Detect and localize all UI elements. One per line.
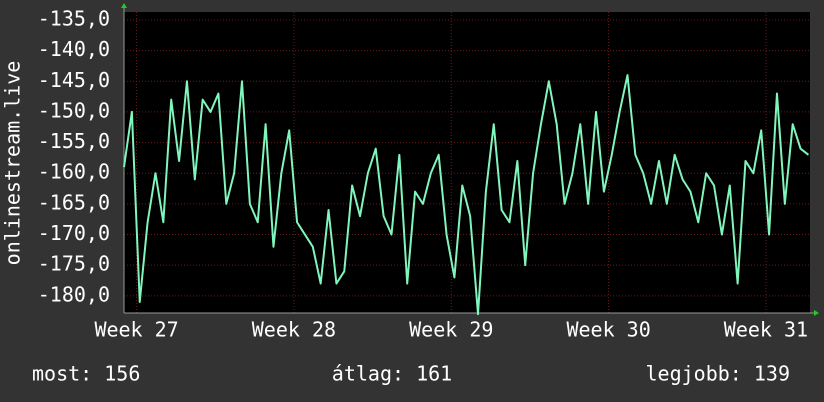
data-line [123,74,810,316]
footer-current: most: 156 [32,362,140,386]
x-tick-label: Week 31 [724,318,808,342]
y-tick-label: -145,0 [38,68,110,92]
x-tick-label: Week 27 [94,318,178,342]
y-axis-label: onlinestream.live [1,61,25,266]
y-tick-label: -155,0 [38,129,110,153]
y-tick-label: -160,0 [38,160,110,184]
x-tick-label: Week 29 [409,318,493,342]
y-tick-label: -165,0 [38,190,110,214]
x-tick-label: Week 28 [252,318,336,342]
x-tick-label: Week 30 [566,318,650,342]
footer-best: legjobb: 139 [646,362,791,386]
y-tick-label: -175,0 [38,252,110,276]
plot-area [124,12,810,313]
footer-average: átlag: 161 [332,362,452,386]
y-tick-label: -140,0 [38,37,110,61]
y-tick-label: -180,0 [38,282,110,306]
y-tick-label: -150,0 [38,98,110,122]
axis-arrow [814,310,819,316]
y-tick-label: -170,0 [38,221,110,245]
axis-arrow [121,3,127,8]
y-tick-label: -135,0 [38,6,110,30]
